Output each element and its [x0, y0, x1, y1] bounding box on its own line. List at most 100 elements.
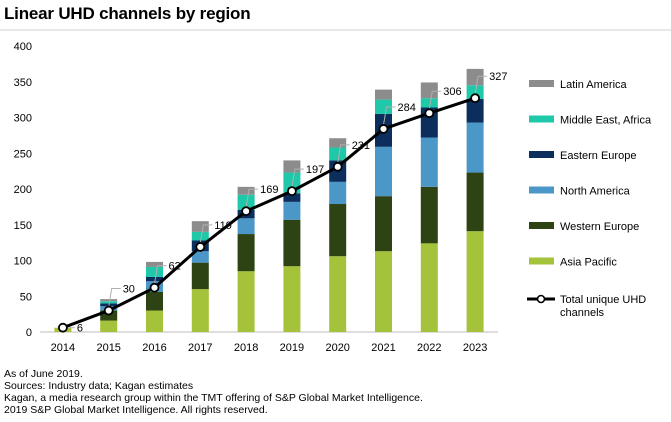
- total-value-label: 6: [77, 323, 83, 335]
- bar-segment: [100, 299, 118, 302]
- bar-segment: [420, 243, 438, 332]
- y-tick-label: 250: [14, 148, 32, 160]
- legend-swatch: [529, 151, 554, 158]
- x-axis: 2014 2015 2016 2017 2018 2019 2020 2021 2022 2023: [51, 342, 488, 354]
- footnote-kagan: Kagan, a media research group within the…: [4, 392, 423, 404]
- bar-segment: [146, 310, 163, 332]
- bar-segment: [100, 301, 118, 304]
- bar-segment: [237, 194, 255, 210]
- bar-segment: [466, 98, 484, 123]
- y-tick-label: 100: [14, 256, 32, 268]
- total-value-label: 169: [260, 184, 278, 196]
- x-tick-label: 2021: [371, 342, 395, 354]
- bar-segment: [146, 266, 163, 277]
- chart-title: Linear UHD channels by region: [4, 4, 251, 23]
- legend-label: Western Europe: [560, 221, 639, 233]
- label-leader: [337, 144, 350, 163]
- x-tick-label: 2022: [417, 342, 441, 354]
- bar-segment: [375, 146, 392, 197]
- bar-segment: [283, 160, 301, 173]
- bar-segment: [283, 219, 301, 267]
- legend-label: Eastern Europe: [560, 150, 636, 162]
- total-value-label: 231: [352, 140, 370, 152]
- bar-segment: [466, 172, 484, 232]
- label-leader: [428, 90, 442, 110]
- label-leader: [383, 106, 396, 126]
- total-marker: [378, 124, 389, 134]
- total-marker: [332, 161, 343, 172]
- total-marker: [241, 206, 252, 217]
- bar-segment: [329, 256, 347, 332]
- bar-segment: [329, 204, 347, 257]
- x-tick-label: 2019: [280, 342, 304, 354]
- bars: [54, 68, 484, 332]
- bar-segment: [375, 196, 392, 252]
- bar-segment: [283, 266, 301, 332]
- label-leader: [199, 224, 213, 243]
- legend-swatch: [529, 186, 554, 194]
- bar-segment: [329, 138, 347, 148]
- total-series-line: [62, 96, 476, 330]
- bar-segment: [237, 271, 255, 332]
- y-tick-label: 50: [20, 291, 32, 303]
- footnote-sources: Sources: Industry data; Kagan estimates: [4, 380, 194, 392]
- bar-segment: [466, 122, 484, 173]
- total-marker: [470, 93, 481, 104]
- bar-segment: [283, 201, 301, 220]
- bar-segment: [237, 234, 255, 272]
- bar-segment: [283, 193, 301, 202]
- bar-segment: [420, 137, 438, 187]
- bar-segment: [466, 231, 484, 332]
- bar-segment: [237, 218, 255, 235]
- bar-segment: [329, 147, 347, 161]
- bar-segment: [420, 82, 438, 99]
- bar-segment: [191, 262, 209, 290]
- label-leader: [108, 288, 121, 307]
- y-tick-label: 350: [14, 77, 32, 89]
- bar-segment: [191, 251, 209, 263]
- footnotes: As of June 2019. Sources: Industry data;…: [4, 368, 423, 416]
- label-leader: [154, 265, 167, 284]
- total-marker: [286, 186, 297, 197]
- total-line: 6 30 62 119 169 197 231 284 306 327: [58, 71, 507, 335]
- total-value-label: 284: [398, 102, 416, 114]
- footnote-date: As of June 2019.: [4, 368, 83, 380]
- total-value-label: 327: [489, 71, 507, 83]
- bar-segment: [420, 186, 438, 244]
- bar-segment: [100, 320, 118, 332]
- legend-swatch: [529, 115, 554, 123]
- y-tick-label: 300: [14, 113, 32, 125]
- x-tick-label: 2020: [325, 342, 349, 354]
- total-value-label: 62: [169, 261, 181, 273]
- legend-swatch: [529, 257, 554, 265]
- total-marker: [103, 305, 114, 316]
- bar-segment: [191, 289, 209, 332]
- bar-segment: [420, 98, 438, 108]
- total-marker: [195, 242, 206, 252]
- bar-segment: [466, 68, 484, 86]
- bar-segment: [146, 276, 163, 282]
- legend-label: Total unique UHD channels: [560, 294, 646, 319]
- y-tick-label: 0: [26, 327, 32, 339]
- bar-segment: [375, 89, 392, 100]
- x-tick-label: 2018: [234, 342, 258, 354]
- legend-label: Latin America: [560, 79, 628, 91]
- bar-segment: [191, 231, 209, 241]
- total-value-label: 119: [214, 220, 232, 232]
- x-tick-label: 2017: [188, 342, 212, 354]
- y-tick-label: 200: [14, 184, 32, 196]
- legend-label: Middle East, Africa: [560, 115, 652, 127]
- legend-label: Asia Pacific: [560, 257, 617, 269]
- bar-segment: [375, 99, 392, 114]
- label-leader: [291, 168, 304, 188]
- total-value-label: 30: [123, 284, 135, 296]
- y-tick-label: 150: [14, 220, 32, 232]
- label-leader: [245, 188, 259, 208]
- bar-segment: [191, 221, 209, 232]
- bar-segment: [100, 310, 118, 321]
- legend-swatch: [529, 222, 554, 229]
- x-tick-label: 2016: [142, 342, 166, 354]
- total-value-label: 197: [306, 164, 324, 176]
- bar-segment: [146, 291, 163, 311]
